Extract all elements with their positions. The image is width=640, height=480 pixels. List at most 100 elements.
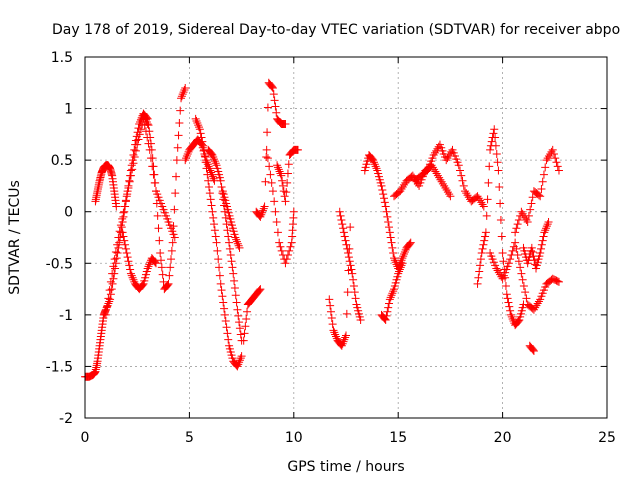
data-point: [528, 193, 537, 202]
data-point: [478, 244, 487, 253]
data-point: [395, 267, 404, 276]
data-point: [326, 301, 335, 310]
data-point: [521, 288, 530, 297]
data-point: [150, 257, 159, 266]
data-point: [122, 248, 131, 257]
data-point: [483, 195, 492, 204]
data-point: [454, 161, 463, 170]
data-point: [326, 307, 335, 316]
data-point: [345, 257, 354, 266]
data-point: [527, 243, 536, 252]
data-point: [398, 182, 407, 191]
data-point: [103, 302, 112, 311]
data-point: [234, 360, 243, 369]
data-point: [167, 246, 176, 255]
data-point: [431, 167, 440, 176]
data-point: [217, 286, 226, 295]
data-point: [396, 187, 405, 196]
data-point: [493, 158, 502, 167]
data-point: [272, 108, 281, 117]
data-point: [482, 211, 491, 220]
data-point: [281, 120, 290, 129]
data-point: [176, 106, 185, 115]
data-point: [534, 191, 543, 200]
data-point: [135, 120, 144, 129]
data-point: [242, 314, 251, 323]
series-track-5: [118, 228, 160, 294]
data-point: [156, 248, 165, 257]
data-point: [200, 152, 209, 161]
data-point: [271, 207, 280, 216]
data-point: [124, 257, 133, 266]
data-point: [549, 149, 558, 158]
data-point: [378, 186, 387, 195]
data-point: [495, 182, 504, 191]
data-point: [543, 154, 552, 163]
data-point: [484, 178, 493, 187]
data-point: [121, 240, 130, 249]
data-point: [212, 238, 221, 247]
data-point: [338, 220, 347, 229]
data-point: [367, 154, 376, 163]
data-point: [377, 181, 386, 190]
data-point: [385, 228, 394, 237]
data-point: [136, 115, 145, 124]
data-point: [480, 236, 489, 245]
data-point: [512, 224, 521, 233]
data-point: [224, 335, 233, 344]
data-point: [271, 102, 280, 111]
data-point: [268, 82, 277, 91]
y-axis-label: SDTVAR / TECUs: [7, 180, 23, 295]
data-point: [372, 164, 381, 173]
x-tick-label: 10: [285, 430, 303, 446]
data-point: [340, 232, 349, 241]
data-point: [438, 179, 447, 188]
data-point: [207, 201, 216, 210]
data-point: [106, 277, 115, 286]
data-point: [522, 215, 531, 224]
data-point: [170, 233, 179, 242]
data-point: [443, 188, 452, 197]
data-point: [256, 285, 265, 294]
data-point: [442, 156, 451, 165]
data-point: [343, 288, 352, 297]
data-point: [180, 86, 189, 95]
data-point: [435, 173, 444, 182]
data-point: [235, 324, 244, 333]
data-point: [108, 279, 117, 288]
data-point: [272, 218, 281, 227]
data-point: [106, 295, 115, 304]
data-point: [506, 310, 515, 319]
data-point: [405, 239, 414, 248]
data-point: [235, 243, 244, 252]
data-point: [110, 255, 119, 264]
data-point: [221, 213, 230, 222]
x-axis-label: GPS time / hours: [287, 459, 404, 475]
data-point: [281, 259, 290, 268]
data-point: [191, 114, 200, 123]
data-point: [349, 275, 358, 284]
data-point: [537, 244, 546, 253]
data-point: [456, 166, 465, 175]
data-point: [105, 286, 114, 295]
data-point: [275, 238, 284, 247]
data-point: [343, 244, 352, 253]
data-point: [371, 162, 380, 171]
data-point: [128, 273, 137, 282]
data-point: [516, 263, 525, 272]
data-point: [280, 192, 289, 201]
data-point: [153, 211, 162, 220]
data-point: [445, 190, 454, 199]
data-point: [273, 228, 282, 237]
data-point: [339, 228, 348, 237]
data-point: [538, 177, 547, 186]
data-points: [81, 78, 563, 381]
data-point: [341, 236, 350, 245]
data-point: [174, 131, 183, 140]
data-point: [513, 318, 522, 327]
data-point: [506, 306, 515, 315]
series-track-20: [473, 125, 528, 330]
data-point: [178, 90, 187, 99]
data-point: [508, 314, 517, 323]
data-point: [386, 293, 395, 302]
